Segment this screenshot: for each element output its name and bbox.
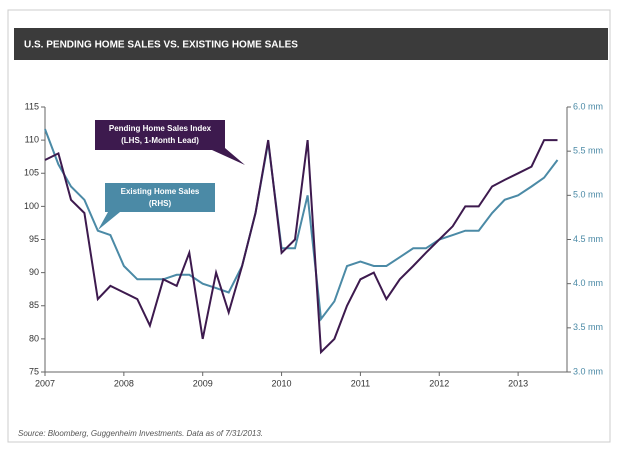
y2-tick-label: 5.5 mm	[573, 146, 603, 156]
y2-tick-label: 6.0 mm	[573, 101, 603, 111]
y2-tick-label: 3.0 mm	[573, 366, 603, 376]
header-bar	[14, 28, 608, 60]
x-tick-label: 2010	[272, 378, 292, 388]
y-tick-label: 75	[29, 366, 39, 376]
y-tick-label: 95	[29, 234, 39, 244]
y-tick-label: 110	[25, 135, 39, 145]
callout-existing	[98, 183, 215, 230]
panel	[7, 9, 611, 443]
y-tick-label: 115	[25, 101, 39, 111]
series-line	[44, 128, 559, 322]
x-tick-label: 2007	[35, 378, 55, 388]
callout-text: (LHS, 1-Month Lead)	[121, 136, 199, 145]
callout-pending	[95, 120, 245, 165]
y-tick-label: 105	[24, 168, 39, 178]
y-tick-label: 85	[29, 300, 39, 310]
series-line	[44, 139, 558, 355]
y2-tick-label: 3.5 mm	[573, 322, 603, 332]
y2-tick-label: 4.5 mm	[573, 234, 603, 244]
x-tick-label: 2008	[114, 378, 134, 388]
x-tick-label: 2009	[193, 378, 213, 388]
x-tick-label: 2013	[508, 378, 528, 388]
y-tick-label: 90	[29, 267, 39, 277]
source-note: Source: Bloomberg, Guggenheim Investment…	[18, 429, 263, 438]
y2-tick-label: 4.0 mm	[573, 278, 603, 288]
chart-title: U.S. PENDING HOME SALES VS. EXISTING HOM…	[24, 40, 298, 51]
y2-tick-label: 5.0 mm	[573, 190, 603, 200]
x-tick-label: 2011	[351, 378, 370, 388]
x-tick-label: 2012	[429, 378, 449, 388]
callout-text: Pending Home Sales Index	[109, 124, 212, 133]
callout-text: (RHS)	[149, 199, 172, 208]
callout-text: Existing Home Sales	[121, 187, 200, 196]
y-tick-label: 80	[29, 333, 39, 343]
y-tick-label: 100	[24, 201, 39, 211]
